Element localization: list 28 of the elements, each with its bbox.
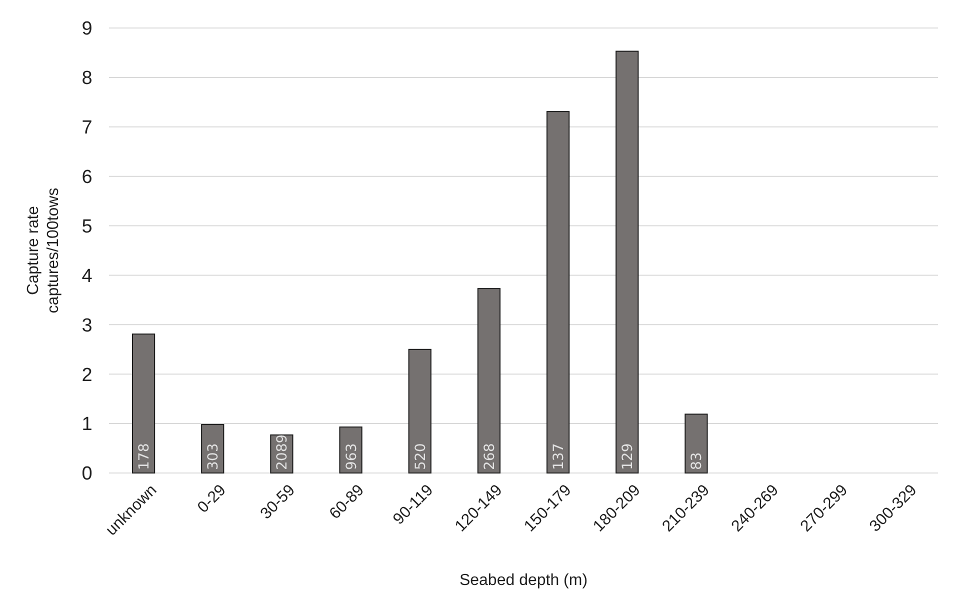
y-tick-label: 9 [82,18,92,40]
bar [616,50,639,474]
y-tick-label: 2 [82,364,92,386]
x-axis-title: Seabed depth (m) [459,572,588,589]
y-tick-label: 5 [82,216,92,238]
bar [684,414,708,474]
y-tick-label: 1 [82,414,92,436]
y-tick-label: 8 [82,68,92,90]
annotation: 520 [412,443,429,470]
bar [132,334,156,474]
annotation: 137 [551,443,568,470]
y-tick-label: 0 [82,464,92,485]
y-tick-label: 7 [82,118,92,139]
annotation: 2089 [274,434,291,470]
y-tick-label: 4 [82,266,93,287]
bar [546,111,570,474]
y-axis-title: Capture rate captures/100tows [25,188,62,314]
y-tick-label: 3 [82,315,92,336]
annotation: 178 [136,443,153,470]
annotation: 303 [206,443,222,470]
x-tick-label: 0-29 [194,482,230,516]
bar [408,348,432,474]
bar [477,288,501,474]
annotation: 268 [482,443,498,470]
annotation: 963 [344,443,360,470]
annotation: 83 [689,452,706,470]
y-tick-label: 6 [82,166,92,188]
annotation: 129 [620,443,636,470]
